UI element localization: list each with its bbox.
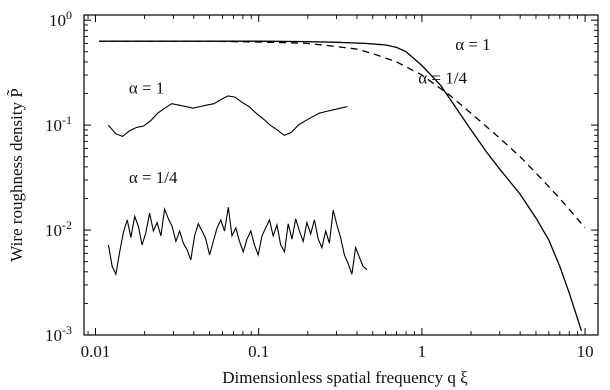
y-tick-exponent: -1 bbox=[62, 113, 72, 127]
plot-frame bbox=[83, 14, 599, 336]
y-axis-label: Wire roughness density P̃ bbox=[7, 88, 26, 262]
y-tick-exponent: 0 bbox=[66, 8, 72, 22]
x-axis-label: Dimensionless spatial frequency q ξ bbox=[222, 368, 468, 387]
annotation-label: α = 1 bbox=[455, 35, 491, 54]
profile-trace-alpha-1-4 bbox=[107, 207, 368, 277]
y-tick-label: 10-3 bbox=[45, 323, 72, 345]
profile-insets bbox=[107, 95, 368, 277]
y-tick-exponent: -3 bbox=[62, 323, 72, 337]
axes bbox=[83, 14, 599, 336]
x-tick-label: 10 bbox=[577, 342, 594, 361]
y-tick-label: 100 bbox=[49, 8, 72, 30]
y-tick-label: 10-2 bbox=[45, 218, 72, 240]
y-tick-base: 10 bbox=[45, 326, 62, 345]
y-tick-base: 10 bbox=[45, 116, 62, 135]
profile-trace-alpha-1 bbox=[107, 95, 348, 138]
annotation-label: α = 1/4 bbox=[129, 168, 178, 187]
series bbox=[99, 40, 586, 331]
x-tick-label: 0.1 bbox=[248, 342, 269, 361]
y-tick-base: 10 bbox=[49, 11, 66, 30]
y-tick-exponent: -2 bbox=[62, 218, 72, 232]
y-tick-label: 10-1 bbox=[45, 113, 72, 135]
annotation-label: α = 1/4 bbox=[418, 68, 467, 87]
series-line-alpha-1 bbox=[99, 40, 583, 331]
y-tick-base: 10 bbox=[45, 221, 62, 240]
annotations: α = 1 α = 1/4 α = 1 α = 1/4 bbox=[129, 35, 491, 187]
annotation-label: α = 1 bbox=[129, 79, 165, 98]
series-line-alpha-1-4 bbox=[99, 40, 586, 229]
x-tick-label: 1 bbox=[418, 342, 427, 361]
x-tick-label: 0.01 bbox=[81, 342, 111, 361]
